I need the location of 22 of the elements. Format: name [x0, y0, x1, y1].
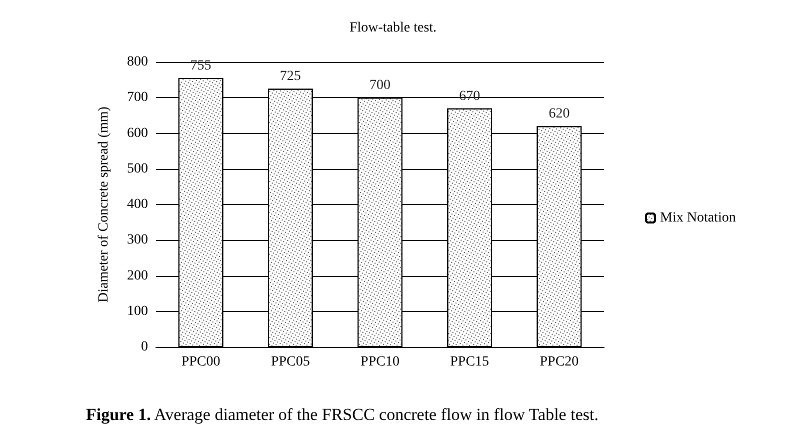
chart-title: Flow-table test.: [349, 20, 437, 36]
y-tick-label: 300: [127, 232, 148, 248]
y-tick-label: 600: [127, 126, 148, 141]
x-tick-label: PPC00: [181, 354, 220, 370]
data-label: 700: [370, 78, 390, 94]
data-label: 725: [280, 69, 301, 84]
y-axis-title: Diameter of Concrete spread (mm): [96, 106, 112, 302]
y-tick-label: 700: [127, 90, 148, 106]
x-tick-label: PPC10: [360, 354, 400, 370]
x-tick-label: PPC05: [270, 354, 310, 370]
y-tick-label: 400: [127, 197, 148, 212]
data-label: 755: [190, 58, 212, 74]
legend-label: Mix Notation: [660, 210, 736, 226]
y-tick-label: 800: [127, 54, 148, 70]
x-tick-label: PPC15: [450, 354, 490, 370]
y-tick-label: 100: [127, 304, 148, 319]
caption: Figure 1. Average diameter of the FRSCC concrete flow in flow Table test.: [86, 405, 598, 424]
data-label: 620: [548, 106, 570, 122]
x-tick-label: PPC20: [540, 354, 579, 370]
y-tick-label: 500: [127, 161, 148, 176]
y-tick-label: 0: [141, 340, 148, 354]
y-tick-label: 200: [127, 268, 148, 284]
